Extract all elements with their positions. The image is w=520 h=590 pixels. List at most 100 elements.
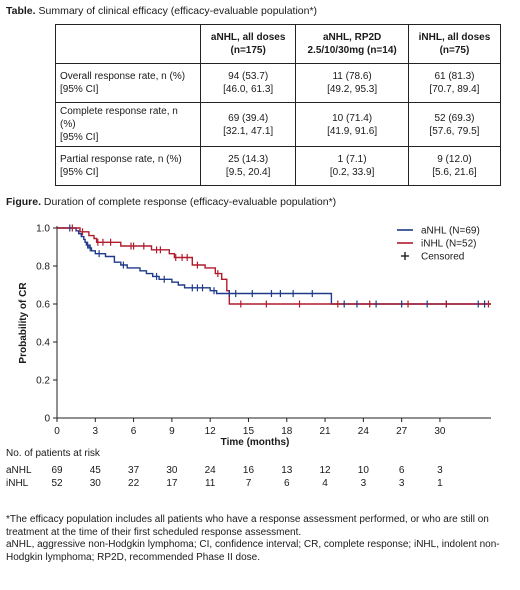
cell-value: 94 (53.7) — [228, 71, 269, 82]
table-cell: 69 (39.4) [32.1, 47.1] — [199, 102, 297, 147]
table-caption-text: Summary of clinical efficacy (efficacy-e… — [35, 5, 318, 17]
cell-ci: [0.2, 33.9] — [329, 167, 375, 178]
at-risk-count: 3 — [437, 465, 443, 476]
cell-ci: [32.1, 47.1] — [223, 125, 274, 137]
table-header-row: aNHL, all doses (n=175) aNHL, RP2D 2.5/10/… — [55, 24, 502, 64]
table-cell: 9 (12.0) [5.6, 21.6] — [407, 146, 502, 186]
row-label-line: [95% CI] — [60, 84, 99, 95]
y-tick-label: 0.6 — [36, 300, 50, 311]
table-cell: 11 (78.6) [49.2, 95.3] — [295, 63, 409, 103]
legend-label: aNHL (N=69) — [421, 226, 480, 237]
km-line-anhl — [57, 227, 491, 305]
at-risk-count: 1 — [437, 478, 443, 489]
at-risk-count: 13 — [281, 465, 293, 476]
x-tick-label: 0 — [54, 426, 60, 437]
row-label-line: [95% CI] — [60, 167, 99, 178]
table-header-inhl-all: iNHL, all doses (n=75) — [407, 24, 502, 64]
cell-value: 9 (12.0) — [437, 154, 472, 165]
footnote-abbreviations: aNHL, aggressive non-Hodgkin lymphoma; C… — [6, 539, 500, 563]
y-tick-label: 0.8 — [36, 262, 50, 273]
table-header-anhl-all: aNHL, all doses (n=175) — [199, 24, 297, 64]
x-tick-label: 12 — [205, 426, 217, 437]
cell-value: 52 (69.3) — [434, 112, 475, 124]
header-line: iNHL, all doses — [418, 32, 491, 43]
y-tick-label: 1.0 — [36, 224, 50, 235]
header-line: 2.5/10/30mg (n=14) — [307, 45, 397, 56]
at-risk-count: 10 — [358, 465, 370, 476]
table-cell: 25 (14.3) [9.5, 20.4] — [199, 146, 297, 186]
x-tick-label: 21 — [319, 426, 331, 437]
row-label: Complete response rate, n (%) [95% CI] — [55, 102, 201, 147]
legend-label: iNHL (N=52) — [421, 239, 476, 250]
header-line: (n=175) — [230, 45, 266, 56]
figure-caption-label: Figure. — [6, 196, 42, 208]
table-caption-label: Table. — [6, 5, 36, 17]
row-label: Overall response rate, n (%) [95% CI] — [55, 63, 201, 103]
table-cell: 52 (69.3) [57.6, 79.5] — [407, 102, 502, 147]
x-tick-label: 27 — [396, 426, 408, 437]
cell-value: 11 (78.6) — [332, 71, 372, 82]
cell-ci: [57.6, 79.5] — [429, 125, 480, 137]
cell-value: 10 (71.4) — [332, 112, 373, 124]
at-risk-count: 16 — [243, 465, 255, 476]
at-risk-count: 6 — [399, 465, 405, 476]
at-risk-count: 12 — [319, 465, 331, 476]
efficacy-table: aNHL, all doses (n=175) aNHL, RP2D 2.5/10/… — [55, 24, 502, 186]
at-risk-count: 3 — [399, 478, 405, 489]
cell-value: 69 (39.4) — [228, 112, 269, 124]
at-risk-count: 52 — [51, 478, 63, 489]
at-risk-count: 4 — [322, 478, 328, 489]
x-tick-label: 3 — [93, 426, 99, 437]
at-risk-count: 45 — [90, 465, 102, 476]
cell-value: 25 (14.3) — [228, 154, 269, 165]
at-risk-count: 30 — [166, 465, 178, 476]
table-cell: 10 (71.4) [41.9, 91.6] — [295, 102, 409, 147]
at-risk-count: 17 — [166, 478, 178, 489]
at-risk-title: No. of patients at risk — [6, 448, 101, 459]
legend-censored-label: Censored — [421, 252, 464, 263]
at-risk-count: 3 — [361, 478, 367, 489]
at-risk-count: 37 — [128, 465, 140, 476]
row-label-line: Partial response rate, n (%) — [60, 154, 182, 165]
at-risk-row-label: aNHL — [6, 465, 32, 476]
cell-ci: [49.2, 95.3] — [327, 84, 378, 95]
cell-ci: [46.0, 61.3] — [223, 84, 274, 95]
at-risk-row-label: iNHL — [6, 478, 29, 489]
cell-value: 1 (7.1) — [337, 154, 367, 165]
table-corner-cell — [55, 24, 201, 64]
footnotes: *The efficacy population includes all pa… — [6, 514, 514, 564]
table-header-anhl-rp2d: aNHL, RP2D 2.5/10/30mg (n=14) — [295, 24, 409, 64]
at-risk-count: 69 — [51, 465, 63, 476]
y-tick-label: 0.2 — [36, 376, 50, 387]
y-tick-label: 0.4 — [36, 338, 50, 349]
header-line: aNHL, RP2D — [322, 32, 382, 43]
cell-value: 61 (81.3) — [434, 71, 475, 82]
cell-ci: [5.6, 21.6] — [432, 167, 477, 178]
x-tick-label: 9 — [169, 426, 175, 437]
table-row-overall-response: Overall response rate, n (%) [95% CI] 94 … — [55, 63, 502, 103]
at-risk-count: 22 — [128, 478, 140, 489]
at-risk-count: 24 — [205, 465, 217, 476]
table-row-partial-response: Partial response rate, n (%) [95% CI] 25 … — [55, 146, 502, 186]
cell-ci: [70.7, 89.4] — [429, 84, 480, 95]
row-label: Partial response rate, n (%) [95% CI] — [55, 146, 201, 186]
x-tick-label: 24 — [358, 426, 370, 437]
x-tick-label: 18 — [281, 426, 293, 437]
header-line: (n=75) — [439, 45, 470, 56]
figure-caption: Figure. Duration of complete response (e… — [6, 196, 336, 208]
footnote-population: *The efficacy population includes all pa… — [6, 514, 489, 538]
km-line-inhl — [57, 227, 491, 305]
x-tick-label: 30 — [434, 426, 446, 437]
cell-ci: [9.5, 20.4] — [225, 167, 271, 178]
y-tick-label: 0 — [44, 414, 50, 425]
x-tick-label: 6 — [131, 426, 137, 437]
x-tick-label: 15 — [243, 426, 255, 437]
figure-caption-text: Duration of complete response (efficacy-… — [41, 196, 337, 208]
row-label-line: [95% CI] — [60, 132, 99, 143]
table-cell: 94 (53.7) [46.0, 61.3] — [199, 63, 297, 103]
at-risk-count: 11 — [205, 478, 216, 489]
row-label-line: Complete response rate, n (%) — [60, 106, 178, 130]
table-cell: 61 (81.3) [70.7, 89.4] — [407, 63, 502, 103]
y-axis-label: Probability of CR — [18, 282, 29, 364]
